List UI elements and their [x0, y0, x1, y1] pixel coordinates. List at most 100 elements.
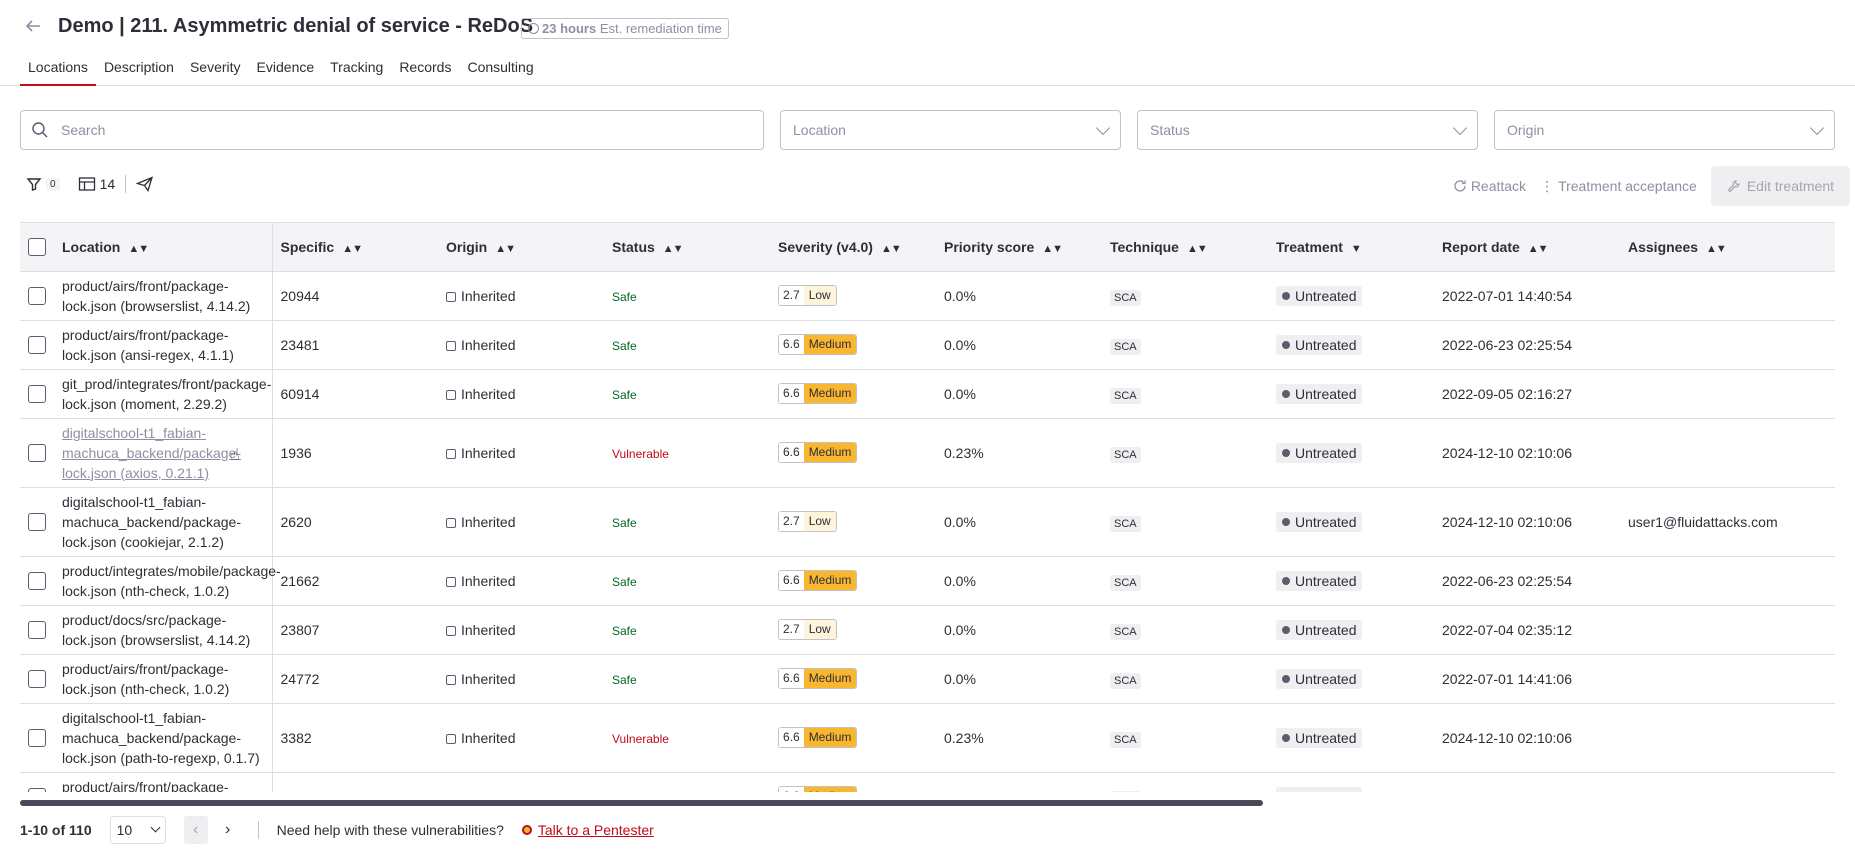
tab-locations[interactable]: Locations — [20, 56, 96, 86]
table-row[interactable]: digitalschool-t1_fabian-machuca_backend/… — [20, 418, 1835, 488]
column-header-assignees[interactable]: Assignees ▲▼ — [1620, 223, 1835, 272]
select-all-checkbox[interactable] — [28, 237, 46, 256]
reattack-button[interactable]: Reattack — [1453, 178, 1526, 194]
select-all-cell — [20, 223, 54, 272]
sort-icon[interactable]: ▲▼ — [342, 242, 363, 255]
location-cell[interactable]: digitalschool-t1_fabian-machuca_backend/… — [54, 487, 273, 557]
row-checkbox[interactable] — [28, 286, 46, 305]
column-header-treatment[interactable]: Treatment ▼ — [1268, 223, 1434, 272]
treatment-cell: Untreated — [1268, 654, 1434, 704]
location-cell[interactable]: git_prod/integrates/front/package-lock.j… — [54, 369, 273, 419]
tab-severity[interactable]: Severity — [189, 59, 241, 75]
column-header-severity[interactable]: Severity (v4.0) ▲▼ — [770, 223, 936, 272]
tab-tracking[interactable]: Tracking — [330, 59, 384, 75]
report-date-cell: 2022-06-23 02:25:54 — [1434, 320, 1620, 370]
location-cell[interactable]: digitalschool-t1_fabian-machuca_backend/… — [54, 418, 273, 488]
search-input[interactable] — [61, 122, 741, 138]
send-button[interactable] — [136, 176, 154, 192]
column-header-report-date[interactable]: Report date ▲▼ — [1434, 223, 1620, 272]
row-checkbox[interactable] — [28, 787, 46, 792]
technique-badge: SCA — [1110, 672, 1141, 689]
status-cell: Safe — [604, 772, 770, 792]
column-header-status[interactable]: Status ▲▼ — [604, 223, 770, 272]
severity-level: Medium — [803, 669, 857, 688]
back-arrow-icon[interactable] — [24, 17, 46, 39]
location-cell[interactable]: digitalschool-t1_fabian-machuca_backend/… — [54, 703, 273, 773]
sort-icon[interactable]: ▲▼ — [662, 242, 684, 255]
status-badge: Safe — [612, 387, 637, 402]
sort-icon[interactable]: ▲▼ — [880, 242, 902, 255]
table-row[interactable]: product/airs/front/package-lock.json (nt… — [20, 772, 1835, 792]
row-select-cell — [20, 772, 54, 792]
table-row[interactable]: product/airs/front/package-lock.json (nt… — [20, 654, 1835, 704]
assignees-cell — [1620, 772, 1835, 792]
table-row[interactable]: product/integrates/mobile/package-lock.j… — [20, 556, 1835, 606]
technique-cell: SCA — [1102, 654, 1268, 704]
treatment-acceptance-label: Treatment acceptance — [1558, 178, 1697, 194]
location-cell[interactable]: product/docs/src/package-lock.json (brow… — [54, 605, 273, 655]
column-header-priority[interactable]: Priority score ▲▼ — [936, 223, 1102, 272]
row-checkbox[interactable] — [28, 512, 46, 531]
table-row[interactable]: product/airs/front/package-lock.json (an… — [20, 320, 1835, 370]
next-page-button[interactable]: › — [224, 821, 231, 838]
location-select[interactable]: Location — [780, 110, 1121, 150]
calendar-icon — [446, 291, 456, 302]
sort-icon[interactable]: ▲▼ — [1527, 242, 1549, 255]
sort-icon[interactable]: ▲▼ — [1186, 242, 1208, 255]
calendar-icon — [446, 625, 456, 636]
page-size-select[interactable]: 10 — [109, 816, 166, 844]
technique-cell: SCA — [1102, 605, 1268, 655]
talk-to-pentester-link[interactable]: Talk to a Pentester — [521, 822, 654, 838]
severity-level: Medium — [803, 384, 857, 403]
table-row[interactable]: product/docs/src/package-lock.json (brow… — [20, 605, 1835, 655]
row-checkbox[interactable] — [28, 728, 46, 747]
row-checkbox[interactable] — [28, 443, 46, 462]
row-checkbox[interactable] — [28, 384, 46, 403]
table-row[interactable]: digitalschool-t1_fabian-machuca_backend/… — [20, 703, 1835, 773]
row-checkbox[interactable] — [28, 669, 46, 688]
row-checkbox[interactable] — [28, 571, 46, 590]
treatment-acceptance-button[interactable]: ⋮ Treatment acceptance — [1540, 178, 1697, 195]
priority-cell: 0.0% — [936, 487, 1102, 557]
sort-icon[interactable]: ▲▼ — [1042, 242, 1063, 255]
search-box — [20, 110, 764, 150]
edit-treatment-button[interactable]: Edit treatment — [1710, 166, 1850, 206]
previous-page-button[interactable]: ‹ — [183, 816, 208, 844]
origin-cell: Inherited — [438, 703, 604, 773]
origin-label: Inherited — [461, 336, 516, 353]
location-cell[interactable]: product/airs/front/package-lock.json (br… — [54, 271, 273, 321]
location-cell[interactable]: product/integrates/mobile/package-lock.j… — [54, 556, 281, 606]
status-select[interactable]: Status — [1137, 110, 1478, 150]
row-select-cell — [20, 271, 54, 321]
row-checkbox[interactable] — [28, 335, 46, 354]
sort-desc-icon[interactable]: ▼ — [1350, 242, 1362, 255]
location-cell[interactable]: product/airs/front/package-lock.json (nt… — [54, 654, 273, 704]
chevron-down-icon — [150, 822, 161, 833]
table-row[interactable]: product/airs/front/package-lock.json (br… — [20, 271, 1835, 321]
columns-button[interactable]: 14 — [78, 176, 116, 192]
calendar-icon — [446, 674, 456, 685]
location-cell[interactable]: product/airs/front/package-lock.json (an… — [54, 320, 273, 370]
origin-select[interactable]: Origin — [1494, 110, 1835, 150]
column-header-origin[interactable]: Origin ▲▼ — [438, 223, 604, 272]
row-checkbox[interactable] — [28, 620, 46, 639]
tab-records[interactable]: Records — [399, 59, 452, 75]
sort-icon[interactable]: ▲▼ — [495, 242, 516, 255]
table-row[interactable]: digitalschool-t1_fabian-machuca_backend/… — [20, 487, 1835, 557]
column-header-specific[interactable]: Specific ▲▼ — [272, 223, 438, 272]
sort-icon[interactable]: ▲▼ — [1706, 242, 1727, 255]
tab-description[interactable]: Description — [103, 59, 174, 75]
sort-icon[interactable]: ▲▼ — [128, 242, 149, 255]
tab-evidence[interactable]: Evidence — [256, 59, 315, 75]
columns-count: 14 — [99, 176, 116, 192]
tab-consulting[interactable]: Consulting — [467, 59, 534, 75]
assignees-cell: user1@fluidattacks.com — [1620, 487, 1835, 557]
priority-cell: 0.23% — [936, 703, 1102, 773]
location-cell[interactable]: product/airs/front/package-lock.json (nt… — [54, 772, 273, 792]
table-row[interactable]: git_prod/integrates/front/package-lock.j… — [20, 369, 1835, 419]
column-header-technique[interactable]: Technique ▲▼ — [1102, 223, 1268, 272]
column-header-location[interactable]: Location ▲▼ — [54, 223, 273, 272]
filter-button[interactable]: 0 — [26, 176, 60, 192]
horizontal-scrollbar[interactable] — [20, 800, 1263, 806]
